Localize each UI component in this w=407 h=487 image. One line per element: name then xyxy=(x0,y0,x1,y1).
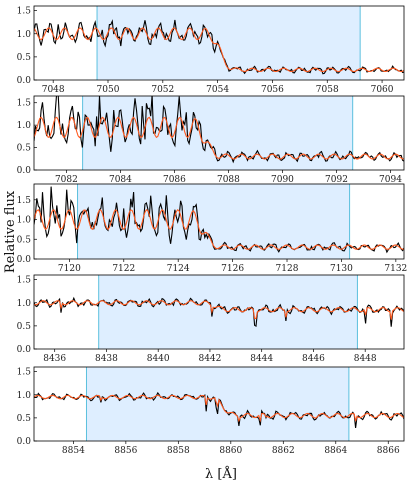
model-spectrum-line xyxy=(34,27,404,73)
panel-3: 0.0 0.5 1.0 1.5 7120 7122 7124 7126 7128 7130 7132 xyxy=(17,183,407,274)
x-tick-label: 7094 xyxy=(379,175,402,185)
panel-frame xyxy=(33,366,405,442)
panel-5: 0.0 0.5 1.0 1.5 8854 8856 8858 8860 8862 8864 8866 xyxy=(17,366,405,456)
y-tick-label: 0.5 xyxy=(17,322,32,332)
x-tick-label: 8436 xyxy=(43,354,66,364)
x-tick-label: 7056 xyxy=(261,85,284,95)
model-spectrum-line xyxy=(34,116,404,160)
y-tick-label: 1.5 xyxy=(17,99,32,109)
model-spectrum-line xyxy=(34,209,404,250)
x-tick-label: 8444 xyxy=(250,354,273,364)
y-tick-label: 0.0 xyxy=(17,166,32,176)
y-tick-label: 0.0 xyxy=(17,76,32,86)
x-tick-label: 7130 xyxy=(330,264,353,274)
x-tick-label: 7132 xyxy=(384,264,407,274)
x-tick-label: 7124 xyxy=(167,264,190,274)
panel-4: 0.0 0.5 1.0 1.5 8436 8438 8440 8442 8444 8446 8448 xyxy=(17,274,405,364)
y-tick-label: 1.0 xyxy=(17,30,32,40)
y-tick-label: 0.5 xyxy=(17,144,32,154)
x-tick-label: 8440 xyxy=(147,354,170,364)
x-tick-label: 7092 xyxy=(325,175,348,185)
y-tick-label: 0.5 xyxy=(17,414,32,424)
y-axis-label: Relative flux xyxy=(3,190,18,273)
y-tick-label: 1.0 xyxy=(17,121,32,131)
y-tick-label: 0.0 xyxy=(17,255,32,265)
panel-frame xyxy=(33,183,405,260)
x-tick-label: 8858 xyxy=(167,446,190,456)
y-tick-label: 1.0 xyxy=(17,391,32,401)
panel-frame xyxy=(33,95,405,171)
x-tick-label: 7060 xyxy=(371,85,394,95)
x-tick-label: 7128 xyxy=(276,264,299,274)
y-tick-label: 0.0 xyxy=(17,437,32,447)
y-tick-label: 1.0 xyxy=(17,299,32,309)
x-tick-label: 8866 xyxy=(377,446,400,456)
x-tick-label: 7126 xyxy=(221,264,244,274)
x-tick-label: 8446 xyxy=(302,354,325,364)
panel-frame xyxy=(33,274,405,350)
x-tick-label: 8438 xyxy=(95,354,118,364)
y-tick-label: 1.5 xyxy=(17,276,32,286)
x-tick-label: 7122 xyxy=(112,264,135,274)
x-tick-label: 8864 xyxy=(324,446,347,456)
x-tick-label: 7058 xyxy=(316,85,339,95)
x-tick-label: 7084 xyxy=(109,175,132,185)
x-tick-label: 8854 xyxy=(62,446,85,456)
x-tick-label: 7086 xyxy=(163,175,186,185)
x-tick-label: 7052 xyxy=(151,85,174,95)
x-tick-label: 8860 xyxy=(219,446,242,456)
panel-frame xyxy=(33,5,405,81)
y-tick-label: 0.5 xyxy=(17,235,32,245)
x-tick-label: 8862 xyxy=(272,446,295,456)
x-tick-label: 7050 xyxy=(97,85,120,95)
model-spectrum-line xyxy=(34,300,404,320)
x-tick-label: 8856 xyxy=(114,446,137,456)
x-axis-label: λ [Å] xyxy=(205,466,237,482)
panels-group: 0.0 0.5 1.0 1.5 7048 7050 7052 7054 7056 7058 7060… xyxy=(17,5,407,456)
x-tick-label: 8442 xyxy=(198,354,221,364)
x-tick-label: 7090 xyxy=(271,175,294,185)
x-tick-label: 8448 xyxy=(354,354,377,364)
x-tick-label: 7048 xyxy=(42,85,65,95)
x-tick-label: 7120 xyxy=(58,264,81,274)
y-tick-label: 1.5 xyxy=(17,7,32,17)
y-tick-label: 0.5 xyxy=(17,53,32,63)
y-tick-label: 1.0 xyxy=(17,216,32,226)
x-tick-label: 7054 xyxy=(206,85,229,95)
y-tick-label: 1.5 xyxy=(17,368,32,378)
model-spectrum-line xyxy=(34,394,404,423)
y-tick-label: 0.0 xyxy=(17,345,32,355)
panel-1: 0.0 0.5 1.0 1.5 7048 7050 7052 7054 7056 7058 7060 xyxy=(17,5,405,95)
x-tick-label: 7088 xyxy=(217,175,240,185)
y-tick-label: 1.5 xyxy=(17,196,32,206)
shaded-region xyxy=(97,6,361,80)
x-tick-label: 7082 xyxy=(55,175,78,185)
panel-2: 0.0 0.5 1.0 1.5 7082 7084 7086 7088 7090 7092 7094 xyxy=(17,95,405,185)
